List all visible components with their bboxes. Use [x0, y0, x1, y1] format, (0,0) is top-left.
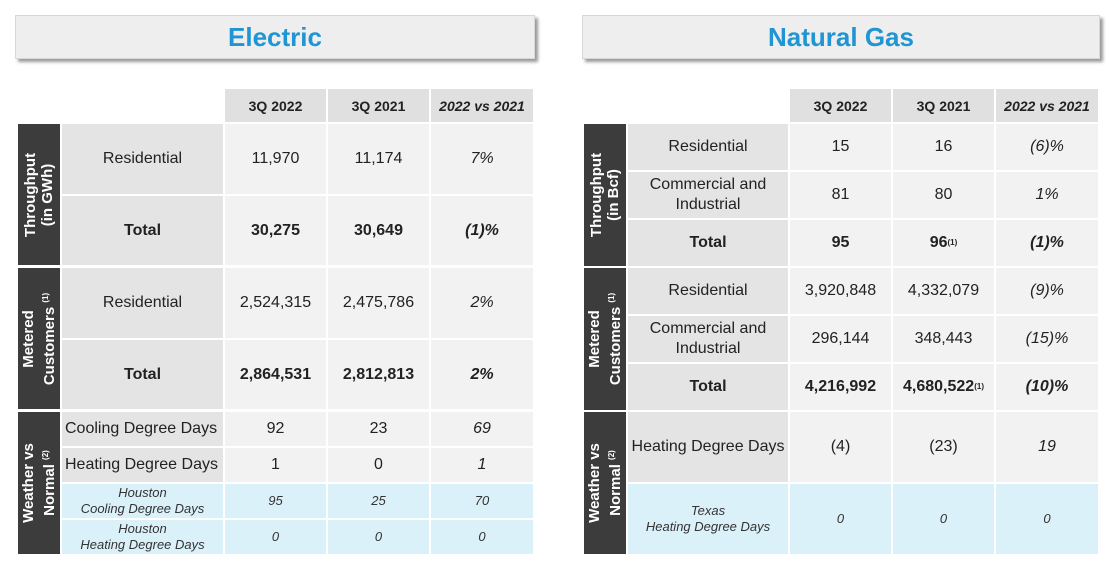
gas-customers-residential-label: Residential	[628, 268, 788, 314]
electric-customers-total-change: 2%	[431, 340, 533, 409]
gas-customers-total-2021: 4,680,522 (1)	[893, 364, 994, 410]
gas-weather-texas-hdd-2021: 0	[893, 484, 994, 554]
electric-throughput-residential-change: 7%	[431, 124, 533, 194]
gas-throughput-total-change: (1)%	[996, 220, 1098, 266]
electric-weather-side-label: Weather vs Normal (2)	[18, 412, 60, 554]
electric-throughput-residential-label: Residential	[62, 124, 223, 194]
gas-weather-hdd-change: 19	[996, 412, 1098, 482]
electric-weather-houston-hdd-label: Houston Heating Degree Days	[62, 520, 223, 554]
electric-weather-houston-hdd-change: 0	[431, 520, 533, 554]
electric-title-banner: Electric	[15, 15, 535, 59]
gas-weather-side-label: Weather vs Normal (2)	[584, 412, 626, 554]
electric-weather-cdd-2022: 92	[225, 412, 326, 446]
electric-weather-houston-cdd-label: Houston Cooling Degree Days	[62, 484, 223, 518]
gas-weather-hdd-2022: (4)	[790, 412, 891, 482]
electric-weather-hdd-2022: 1	[225, 448, 326, 482]
electric-customers-residential-2021: 2,475,786	[328, 268, 429, 338]
gas-customers-total-label: Total	[628, 364, 788, 410]
electric-weather-houston-hdd-2021: 0	[328, 520, 429, 554]
gas-throughput-side-label: Throughput (in Bcf)	[584, 124, 626, 266]
gas-throughput-residential-label: Residential	[628, 124, 788, 170]
electric-customers-total-2022: 2,864,531	[225, 340, 326, 409]
electric-weather-houston-cdd-2022: 95	[225, 484, 326, 518]
electric-throughput-total-change: (1)%	[431, 196, 533, 265]
electric-customers-side-label: Metered Customers (1)	[18, 268, 60, 409]
electric-throughput-residential-2022: 11,970	[225, 124, 326, 194]
electric-throughput-total-2021: 30,649	[328, 196, 429, 265]
gas-throughput-ci-change: 1%	[996, 172, 1098, 218]
gas-customers-total-2022: 4,216,992	[790, 364, 891, 410]
gas-weather-texas-hdd-2022: 0	[790, 484, 891, 554]
electric-weather-houston-hdd-2022: 0	[225, 520, 326, 554]
gas-customers-side-label: Metered Customers (1)	[584, 268, 626, 410]
electric-weather-cdd-label: Cooling Degree Days	[62, 412, 223, 446]
gas-weather-hdd-2021: (23)	[893, 412, 994, 482]
gas-weather-texas-hdd-label: Texas Heating Degree Days	[628, 484, 788, 554]
gas-header-3q2021: 3Q 2021	[893, 89, 994, 122]
electric-weather-hdd-2021: 0	[328, 448, 429, 482]
electric-title: Electric	[228, 21, 322, 52]
electric-customers-total-2021: 2,812,813	[328, 340, 429, 409]
gas-throughput-residential-2022: 15	[790, 124, 891, 170]
electric-weather-hdd-label: Heating Degree Days	[62, 448, 223, 482]
gas-throughput-ci-label: Commercial and Industrial	[628, 172, 788, 218]
gas-weather-hdd-label: Heating Degree Days	[628, 412, 788, 482]
gas-customers-ci-2021: 348,443	[893, 316, 994, 362]
electric-throughput-total-2022: 30,275	[225, 196, 326, 265]
electric-header-3q2021: 3Q 2021	[328, 89, 429, 122]
gas-throughput-total-2022: 95	[790, 220, 891, 266]
gas-title-banner: Natural Gas	[582, 15, 1100, 59]
gas-customers-ci-label: Commercial and Industrial	[628, 316, 788, 362]
gas-throughput-residential-2021: 16	[893, 124, 994, 170]
electric-throughput-residential-2021: 11,174	[328, 124, 429, 194]
gas-weather-texas-hdd-change: 0	[996, 484, 1098, 554]
gas-customers-ci-change: (15)%	[996, 316, 1098, 362]
electric-weather-cdd-change: 69	[431, 412, 533, 446]
gas-customers-ci-2022: 296,144	[790, 316, 891, 362]
gas-throughput-total-label: Total	[628, 220, 788, 266]
electric-throughput-total-label: Total	[62, 196, 223, 265]
gas-title: Natural Gas	[768, 21, 914, 52]
gas-throughput-ci-2021: 80	[893, 172, 994, 218]
gas-header-3q2022: 3Q 2022	[790, 89, 891, 122]
electric-throughput-side-label: Throughput (in GWh)	[18, 124, 60, 265]
electric-weather-hdd-change: 1	[431, 448, 533, 482]
gas-throughput-residential-change: (6)%	[996, 124, 1098, 170]
electric-customers-residential-change: 2%	[431, 268, 533, 338]
electric-customers-total-label: Total	[62, 340, 223, 409]
electric-weather-houston-cdd-change: 70	[431, 484, 533, 518]
electric-customers-residential-2022: 2,524,315	[225, 268, 326, 338]
electric-weather-houston-cdd-2021: 25	[328, 484, 429, 518]
gas-throughput-ci-2022: 81	[790, 172, 891, 218]
gas-throughput-total-2021: 96 (1)	[893, 220, 994, 266]
gas-customers-residential-2021: 4,332,079	[893, 268, 994, 314]
gas-customers-residential-2022: 3,920,848	[790, 268, 891, 314]
electric-weather-cdd-2021: 23	[328, 412, 429, 446]
electric-header-change: 2022 vs 2021	[431, 89, 533, 122]
gas-customers-residential-change: (9)%	[996, 268, 1098, 314]
gas-customers-total-change: (10)%	[996, 364, 1098, 410]
electric-customers-residential-label: Residential	[62, 268, 223, 338]
gas-header-change: 2022 vs 2021	[996, 89, 1098, 122]
electric-header-3q2022: 3Q 2022	[225, 89, 326, 122]
